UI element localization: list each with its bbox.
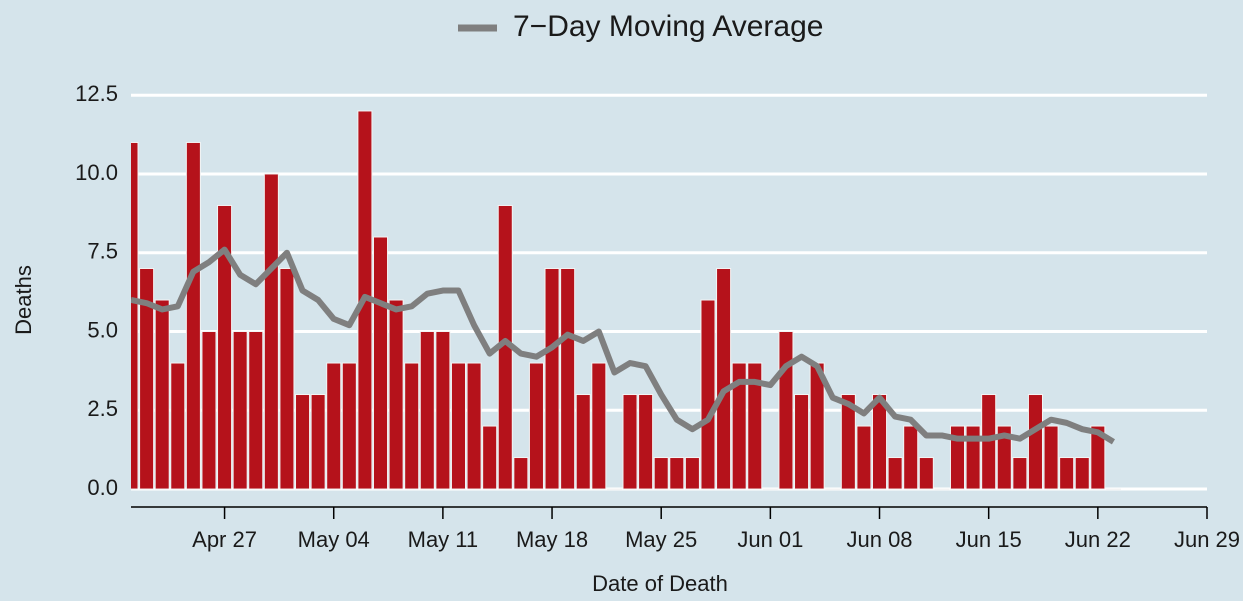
bar (139, 267, 155, 490)
bar (903, 425, 919, 490)
bar (794, 394, 810, 490)
bar (1090, 425, 1106, 490)
bar (201, 331, 217, 490)
bar (575, 394, 591, 490)
bar (887, 457, 903, 490)
x-tick-label: May 25 (625, 527, 697, 552)
x-axis-label: Date of Death (592, 571, 728, 596)
bar (310, 394, 326, 490)
bar (622, 394, 638, 490)
bar (263, 173, 279, 490)
bar (856, 425, 872, 490)
bar (1027, 394, 1043, 490)
y-tick-label: 12.5 (75, 81, 118, 106)
bar (1074, 457, 1090, 490)
bar (762, 488, 778, 491)
bar (170, 362, 186, 490)
bar (949, 425, 966, 490)
x-tick-label: May 18 (516, 527, 588, 552)
x-tick-label: Apr 27 (192, 527, 257, 552)
bar (840, 394, 856, 490)
bar (716, 267, 732, 490)
bar (747, 362, 763, 490)
bar (131, 141, 139, 490)
y-tick-label: 5.0 (87, 317, 118, 342)
bar (544, 267, 560, 490)
bar (482, 425, 498, 490)
bar (778, 331, 794, 490)
bar (1043, 425, 1059, 490)
bar (528, 362, 544, 490)
bar (825, 488, 841, 491)
bar (684, 457, 700, 490)
bar (606, 488, 622, 491)
x-tick-label: Jun 01 (737, 527, 803, 552)
bar (466, 362, 482, 490)
y-tick-label: 10.0 (75, 160, 118, 185)
bar (560, 267, 576, 490)
bar (1059, 457, 1075, 490)
legend-label: 7−Day Moving Average (513, 10, 823, 43)
bar (918, 457, 934, 490)
bar (996, 425, 1012, 490)
y-tick-label: 2.5 (87, 396, 118, 421)
bar (638, 394, 654, 490)
bar (1012, 457, 1028, 490)
bar (419, 331, 435, 490)
bar (388, 299, 404, 490)
bar (295, 394, 311, 490)
x-tick-label: Jun 15 (956, 527, 1022, 552)
bar (591, 362, 607, 490)
y-tick-label: 0.0 (87, 475, 118, 500)
bar (653, 457, 669, 490)
y-axis-label: Deaths (11, 265, 36, 335)
bar (248, 331, 264, 490)
bar (341, 362, 357, 490)
bar (981, 394, 997, 490)
bar (731, 362, 747, 490)
moving-average-line (131, 246, 1115, 445)
bar (1105, 488, 1121, 491)
bar (279, 267, 295, 490)
bar (700, 299, 716, 490)
bar (435, 331, 451, 490)
bar (450, 362, 466, 490)
bar (669, 457, 685, 490)
bar (326, 362, 342, 490)
x-tick-label: May 04 (298, 527, 370, 552)
bar (232, 331, 248, 490)
bar (934, 488, 950, 491)
bar (154, 299, 170, 490)
bar (404, 362, 420, 490)
y-tick-label: 7.5 (87, 239, 118, 264)
bar (513, 457, 529, 490)
x-tick-label: Jun 08 (846, 527, 912, 552)
x-tick-label: May 11 (408, 527, 479, 552)
bar (217, 204, 233, 490)
x-tick-label: Jun 22 (1065, 527, 1131, 552)
bar (872, 394, 888, 490)
bar (965, 425, 981, 490)
plot-area (131, 110, 1121, 491)
x-tick-label: Jun 29 (1174, 527, 1240, 552)
bar (372, 236, 389, 490)
bar (185, 141, 201, 490)
